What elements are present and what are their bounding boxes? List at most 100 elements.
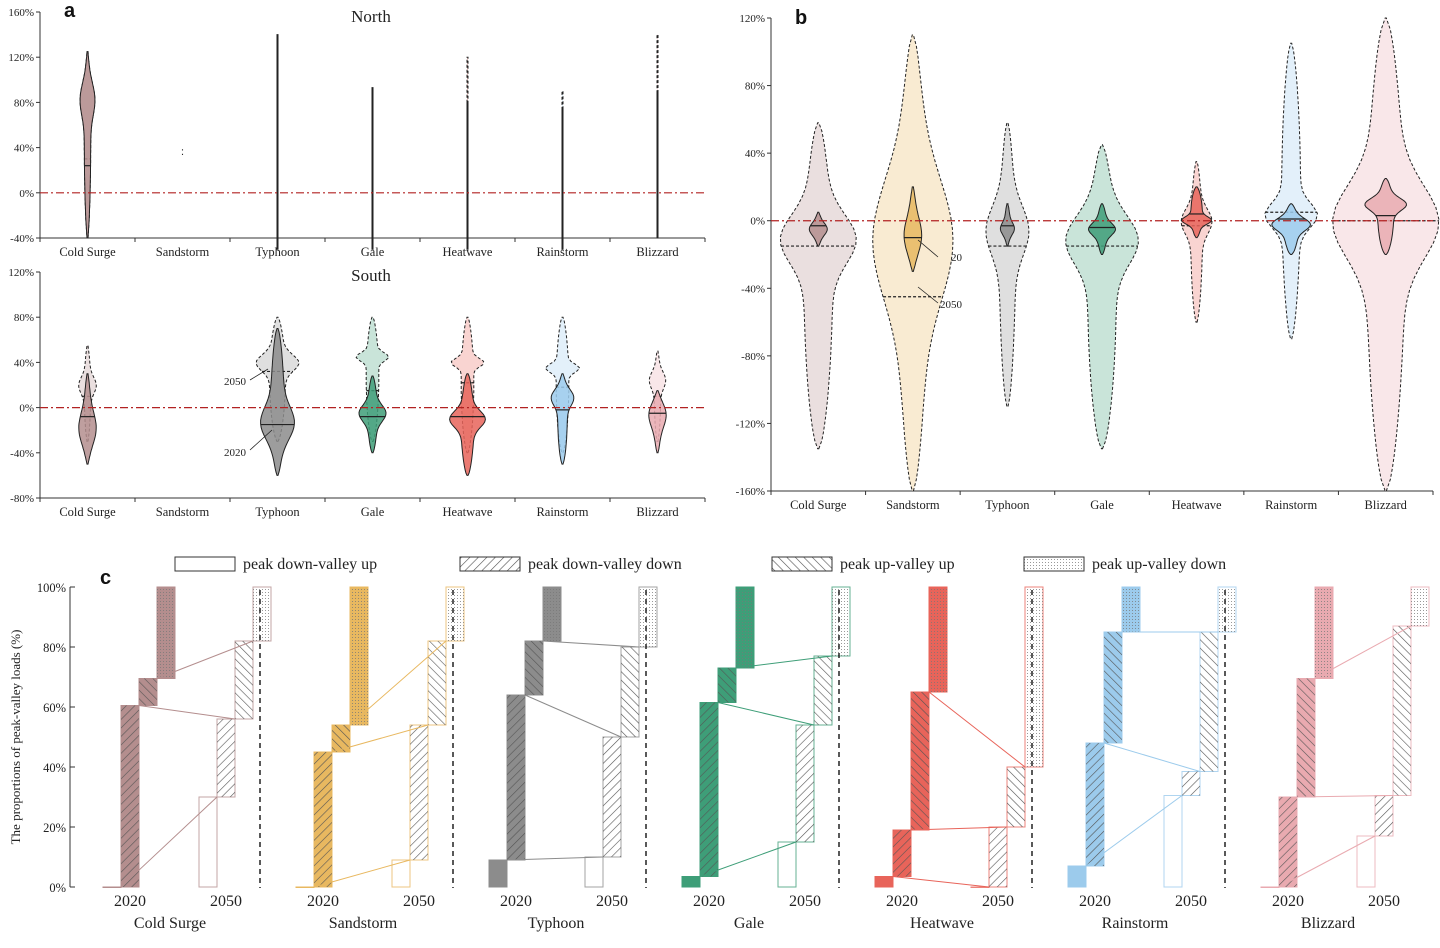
connector-1-heatwave	[910, 826, 1008, 831]
bar-pattern-2050-1-sandstorm	[410, 725, 428, 860]
panel-letter-c: c	[100, 567, 111, 589]
panel-a-north-title: North	[351, 7, 391, 26]
group-label-gale: Gale	[734, 915, 764, 932]
c-y-tick-label: 60%	[43, 701, 66, 715]
bar-pattern-2050-2-typhoon	[621, 647, 639, 737]
connector-2-sandstorm	[349, 640, 447, 726]
x-tick-label: Typhoon	[255, 245, 300, 259]
year-label-2050-rainstorm: 2050	[1175, 893, 1207, 910]
connector-1-typhoon	[524, 694, 622, 738]
bar-pattern-2050-2-blizzard	[1393, 626, 1411, 796]
y-tick-label: -40%	[741, 283, 765, 295]
violin-2020-gale	[1087, 203, 1117, 255]
bar-pattern-2020-3-heatwave	[929, 587, 947, 692]
bar-seg-2020-peak-down-valley-up-heatwave	[874, 876, 894, 888]
x-tick-label: Gale	[1090, 498, 1114, 512]
violin-2020-rainstorm	[561, 107, 564, 250]
bar-group-heatwave: 2020 2050 Heatwave	[838, 586, 1044, 932]
y-tick-label: -40%	[10, 233, 34, 245]
violin-2020-heatwave	[449, 373, 486, 476]
bar-pattern-2050-1-blizzard	[1375, 795, 1393, 836]
y-tick-label: 120%	[8, 267, 34, 279]
x-tick-label: Typhoon	[255, 505, 300, 519]
y-tick-label: 80%	[745, 81, 765, 93]
violin-heatwave	[466, 56, 469, 250]
violin-heatwave	[449, 316, 486, 476]
legend-swatch-empty	[174, 556, 236, 572]
bar-pattern-2020-3-gale	[736, 587, 754, 668]
bar-seg-2020-peak-down-valley-up-rainstorm	[1067, 865, 1087, 888]
year-label-2050-heatwave: 2050	[982, 893, 1014, 910]
year-label-2050-blizzard: 2050	[1368, 893, 1400, 910]
bar-pattern-2020-1-sandstorm	[314, 752, 332, 887]
annotation-south-2050: 2050	[224, 376, 247, 388]
x-tick-label: Sandstorm	[156, 245, 210, 259]
bar-pattern-2050-2-sandstorm	[428, 641, 446, 725]
bar-pattern-2050-3-typhoon	[639, 587, 657, 647]
bar-pattern-2020-2-heatwave	[911, 692, 929, 830]
violin-2020-cold-surge	[808, 211, 828, 247]
y-tick-label: -120%	[736, 418, 765, 430]
x-tick-label: Sandstorm	[886, 498, 940, 512]
bar-pattern-2020-1-rainstorm	[1086, 743, 1104, 866]
violin-gale	[371, 87, 374, 250]
bar-pattern-2050-3-rainstorm	[1218, 587, 1236, 632]
y-tick-label: -80%	[10, 493, 34, 505]
group-label-typhoon: Typhoon	[528, 915, 585, 932]
connector-2-cold-surge	[156, 640, 254, 679]
connector-1-gale	[717, 702, 815, 726]
bar-pattern-2020-3-typhoon	[543, 587, 561, 641]
x-tick-label: Blizzard	[636, 245, 679, 259]
connector-2-blizzard	[1314, 625, 1412, 679]
violin-2020-rainstorm	[1271, 203, 1311, 255]
violin-2050-gale	[1065, 144, 1139, 450]
violin-heatwave	[1180, 161, 1213, 323]
bar-pattern-2020-2-rainstorm	[1104, 632, 1122, 743]
legend-swatch-hatch-back	[771, 556, 833, 572]
x-tick-label: Gale	[361, 245, 385, 259]
bar-pattern-2020-3-rainstorm	[1122, 587, 1140, 632]
connector-0-heatwave	[892, 876, 990, 888]
legend-swatch-dots	[1023, 556, 1085, 572]
violin-gale	[355, 316, 390, 454]
legend: peak down-valley up peak down-valley dow…	[174, 556, 1226, 573]
legend-label-peak-up-valley-up: peak up-valley up	[840, 556, 955, 573]
bar-seg-2050-peak-down-valley-up-sandstorm	[391, 859, 411, 888]
bar-pattern-2020-2-blizzard	[1297, 678, 1315, 797]
y-tick-label: 80%	[14, 312, 34, 324]
x-tick-label: Cold Surge	[59, 245, 116, 259]
bar-pattern-2020-2-typhoon	[525, 641, 543, 695]
year-label-2050-sandstorm: 2050	[403, 893, 435, 910]
violin-blizzard	[1332, 17, 1440, 492]
x-tick-label: Rainstorm	[1265, 498, 1317, 512]
annotation-b-2050: 2050	[940, 299, 963, 311]
group-label-blizzard: Blizzard	[1301, 915, 1355, 932]
x-tick-label: Heatwave	[443, 245, 493, 259]
bar-seg-2050-peak-down-valley-up-typhoon	[584, 856, 604, 888]
x-tick-label: Blizzard	[1365, 498, 1408, 512]
violin-blizzard	[648, 350, 667, 454]
annotation-pointer-south-2020	[249, 429, 273, 451]
bar-pattern-2050-2-cold-surge	[235, 641, 253, 719]
bar-group-blizzard: 2020 2050 Blizzard	[1224, 586, 1430, 932]
y-tick-label: 40%	[14, 143, 34, 155]
annotation-pointer-b-2050	[917, 286, 939, 304]
bar-seg-2050-peak-down-valley-up-blizzard	[1356, 835, 1376, 888]
bar-pattern-2020-3-blizzard	[1315, 587, 1333, 679]
violin-2050-rainstorm	[1264, 42, 1318, 340]
violin-sandstorm	[872, 34, 954, 492]
bar-seg-2050-peak-down-valley-up-cold-surge	[198, 796, 218, 888]
bar-pattern-2050-3-gale	[832, 587, 850, 656]
year-label-2020-cold-surge: 2020	[114, 893, 146, 910]
bar-pattern-2020-2-sandstorm	[332, 725, 350, 752]
violin-panel-b: 120% 80% 40% 0% -40% -80% -120% -160% Cold Surge…	[736, 13, 1440, 512]
bar-seg-2020-peak-down-valley-up-blizzard	[1260, 886, 1280, 888]
x-tick-label: Cold Surge	[59, 505, 116, 519]
violin-rainstorm	[1264, 42, 1318, 340]
bar-pattern-2050-1-cold-surge	[217, 719, 235, 797]
bar-pattern-2020-2-gale	[718, 668, 736, 703]
violin-typhoon	[985, 122, 1030, 407]
year-label-2020-rainstorm: 2020	[1079, 893, 1111, 910]
legend-label-peak-down-valley-up: peak down-valley up	[243, 556, 377, 573]
violin-2020-typhoon	[260, 328, 295, 476]
